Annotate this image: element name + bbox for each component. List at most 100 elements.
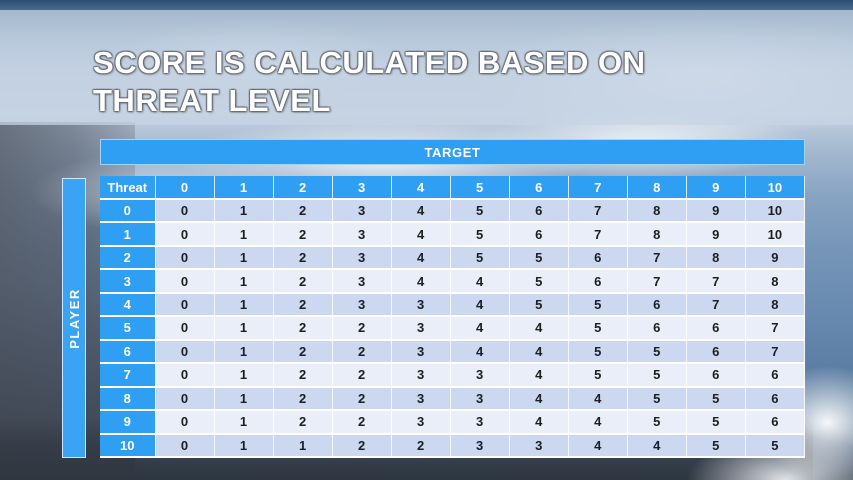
score-cell: 2: [332, 316, 392, 341]
table-row: 1 0 1 2 3 4 5 6 7 8 9 10: [100, 222, 806, 247]
score-cell: 0: [155, 222, 215, 247]
score-cell: 5: [450, 222, 510, 247]
row-label: 7: [100, 363, 156, 388]
score-cell: 2: [391, 433, 451, 459]
score-cell: 5: [686, 410, 746, 435]
score-cell: 5: [568, 316, 628, 341]
column-header: 7: [568, 176, 628, 200]
table-body: 0 0 1 2 3 4 5 6 7 8 9 10 1 0 1 2 3 4 5 6 7 8 9 10 2 0 1 2 3 4 5 5 6 7 8 9 3 0…: [100, 199, 806, 459]
score-cell: 7: [686, 292, 746, 318]
score-cell: 3: [391, 292, 451, 318]
score-cell: 2: [273, 245, 333, 271]
table-row: 0 0 1 2 3 4 5 6 7 8 9 10: [100, 199, 806, 224]
score-cell: 7: [627, 245, 687, 271]
score-cell: 6: [745, 410, 806, 435]
score-cell: 4: [627, 433, 687, 459]
score-cell: 3: [450, 386, 510, 412]
score-cell: 2: [273, 292, 333, 318]
target-label: TARGET: [424, 144, 481, 160]
column-header: 6: [509, 176, 569, 200]
score-cell: 7: [686, 269, 746, 294]
row-label: 9: [100, 410, 156, 435]
score-cell: 4: [568, 410, 628, 435]
score-cell: 1: [273, 433, 333, 459]
score-cell: 5: [568, 292, 628, 318]
score-cell: 8: [627, 222, 687, 247]
score-cell: 2: [273, 199, 333, 224]
score-cell: 3: [509, 433, 569, 459]
column-header: 10: [745, 176, 806, 200]
score-cell: 2: [332, 433, 392, 459]
score-cell: 1: [214, 199, 274, 224]
score-cell: 5: [509, 269, 569, 294]
row-label: 3: [100, 269, 156, 294]
score-cell: 5: [568, 339, 628, 365]
score-cell: 1: [214, 410, 274, 435]
score-cell: 7: [568, 199, 628, 224]
row-label: 2: [100, 245, 156, 271]
player-header-bar: PLAYER: [62, 178, 86, 458]
score-cell: 3: [391, 316, 451, 341]
score-cell: 4: [509, 316, 569, 341]
score-cell: 3: [391, 339, 451, 365]
score-cell: 6: [686, 316, 746, 341]
target-header-bar: TARGET: [100, 139, 805, 165]
score-cell: 2: [332, 410, 392, 435]
score-cell: 2: [273, 410, 333, 435]
score-cell: 8: [627, 199, 687, 224]
player-label: PLAYER: [66, 287, 82, 349]
score-cell: 3: [332, 199, 392, 224]
score-cell: 9: [686, 222, 746, 247]
row-label: 8: [100, 386, 156, 412]
score-cell: 1: [214, 222, 274, 247]
score-cell: 6: [686, 339, 746, 365]
score-cell: 5: [450, 199, 510, 224]
score-table: Threat 0 1 2 3 4 5 6 7 8 9 10 0 0 1 2 3 4 5 6 7 8 9 10 1 0 1 2 3 4 5…: [100, 176, 806, 459]
row-label: 10: [100, 433, 156, 459]
score-cell: 7: [745, 339, 806, 365]
score-cell: 10: [745, 199, 806, 224]
score-cell: 1: [214, 269, 274, 294]
score-cell: 0: [155, 245, 215, 271]
score-cell: 3: [450, 433, 510, 459]
score-cell: 2: [273, 269, 333, 294]
row-label: 0: [100, 199, 156, 224]
score-cell: 9: [686, 199, 746, 224]
score-cell: 4: [450, 339, 510, 365]
score-cell: 3: [391, 386, 451, 412]
score-cell: 3: [450, 410, 510, 435]
score-cell: 6: [568, 269, 628, 294]
score-cell: 6: [627, 316, 687, 341]
score-cell: 0: [155, 269, 215, 294]
score-cell: 6: [509, 199, 569, 224]
score-cell: 3: [450, 363, 510, 388]
score-cell: 6: [627, 292, 687, 318]
score-cell: 2: [332, 339, 392, 365]
score-cell: 4: [509, 386, 569, 412]
score-cell: 4: [450, 316, 510, 341]
score-cell: 0: [155, 386, 215, 412]
score-cell: 0: [155, 199, 215, 224]
score-cell: 8: [745, 292, 806, 318]
score-cell: 6: [686, 363, 746, 388]
score-cell: 0: [155, 292, 215, 318]
score-cell: 2: [273, 316, 333, 341]
score-cell: 7: [627, 269, 687, 294]
score-cell: 0: [155, 410, 215, 435]
score-cell: 4: [391, 269, 451, 294]
score-cell: 5: [509, 245, 569, 271]
score-cell: 2: [273, 222, 333, 247]
row-label: 6: [100, 339, 156, 365]
score-cell: 7: [568, 222, 628, 247]
score-cell: 9: [745, 245, 806, 271]
score-cell: 4: [450, 269, 510, 294]
score-cell: 5: [745, 433, 806, 459]
score-cell: 2: [332, 386, 392, 412]
score-cell: 2: [273, 339, 333, 365]
